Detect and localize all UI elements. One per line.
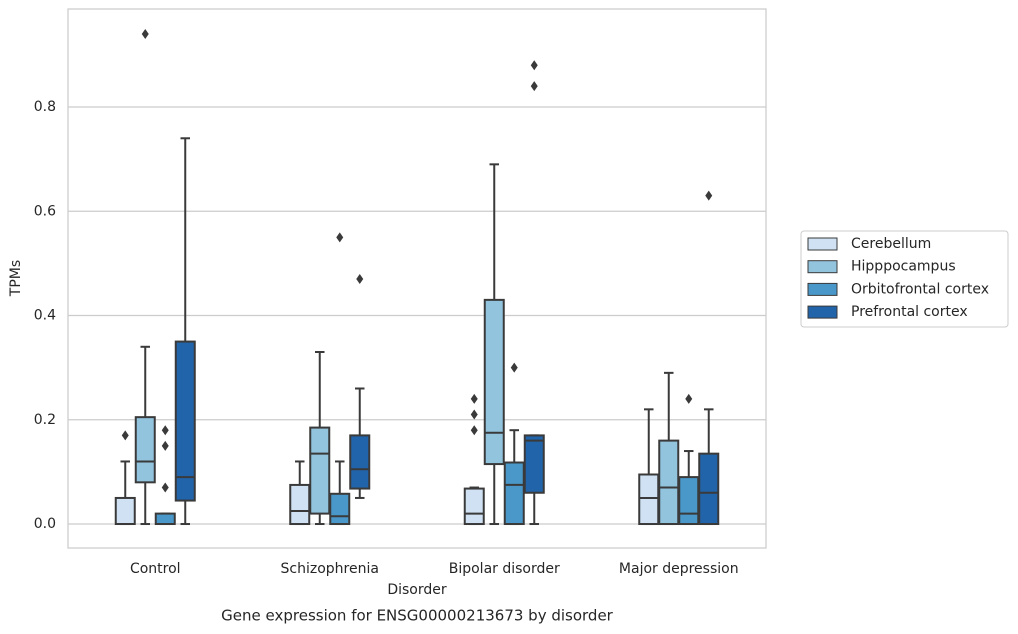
legend-label: Cerebellum [851,236,931,252]
box [463,487,485,526]
legend-label: Prefrontal cortex [851,304,968,320]
outlier [530,81,538,92]
box [154,512,176,526]
box [503,461,525,526]
box [289,483,311,526]
x-tick-label: Control [130,561,181,577]
box [309,426,331,515]
marks: Control Schizophrenia Bipolar disorder Majo… [114,29,739,577]
chart-title: Gene expression for ENSG00000213673 by d… [221,607,614,625]
outlier [530,60,538,71]
outlier [510,362,518,373]
y-tick-label: 0.8 [34,99,56,115]
outlier [685,393,693,404]
outlier [356,274,364,285]
legend-swatch [807,282,838,296]
legend-swatch [807,237,838,251]
box [174,340,196,502]
outlier [336,232,344,243]
box [523,434,545,494]
y-axis-label: TPMs [8,260,24,297]
outlier [121,430,129,441]
legend-label: Hipppocampus [851,259,956,275]
box [678,476,700,526]
x-tick-label: Schizophrenia [281,561,379,577]
outlier [141,29,149,40]
outlier [161,482,169,493]
outlier [705,190,713,201]
box [658,439,680,526]
box [329,492,351,526]
outlier [470,393,478,404]
y-tick-label: 0.0 [34,516,56,532]
box [638,473,660,526]
legend-swatch [807,260,838,274]
x-tick-label: Major depression [619,561,739,577]
box [349,434,371,490]
x-tick-label: Bipolar disorder [449,561,560,577]
legend: Cerebellum Hipppocampus Orbitofrontal cort… [800,230,1009,328]
outlier [470,425,478,436]
outlier [161,440,169,451]
legend-label: Orbitofrontal cortex [851,281,989,297]
y-tick-label: 0.4 [34,308,56,324]
box [114,496,136,526]
outlier [470,409,478,420]
box [134,416,156,484]
y-tick-label: 0.6 [34,203,56,219]
y-tick-label: 0.2 [34,412,56,428]
box [698,452,720,526]
outlier [161,425,169,436]
x-axis-label: Disorder [387,582,447,598]
box [483,298,505,466]
legend-box [800,230,1009,328]
legend-swatch [807,305,838,319]
